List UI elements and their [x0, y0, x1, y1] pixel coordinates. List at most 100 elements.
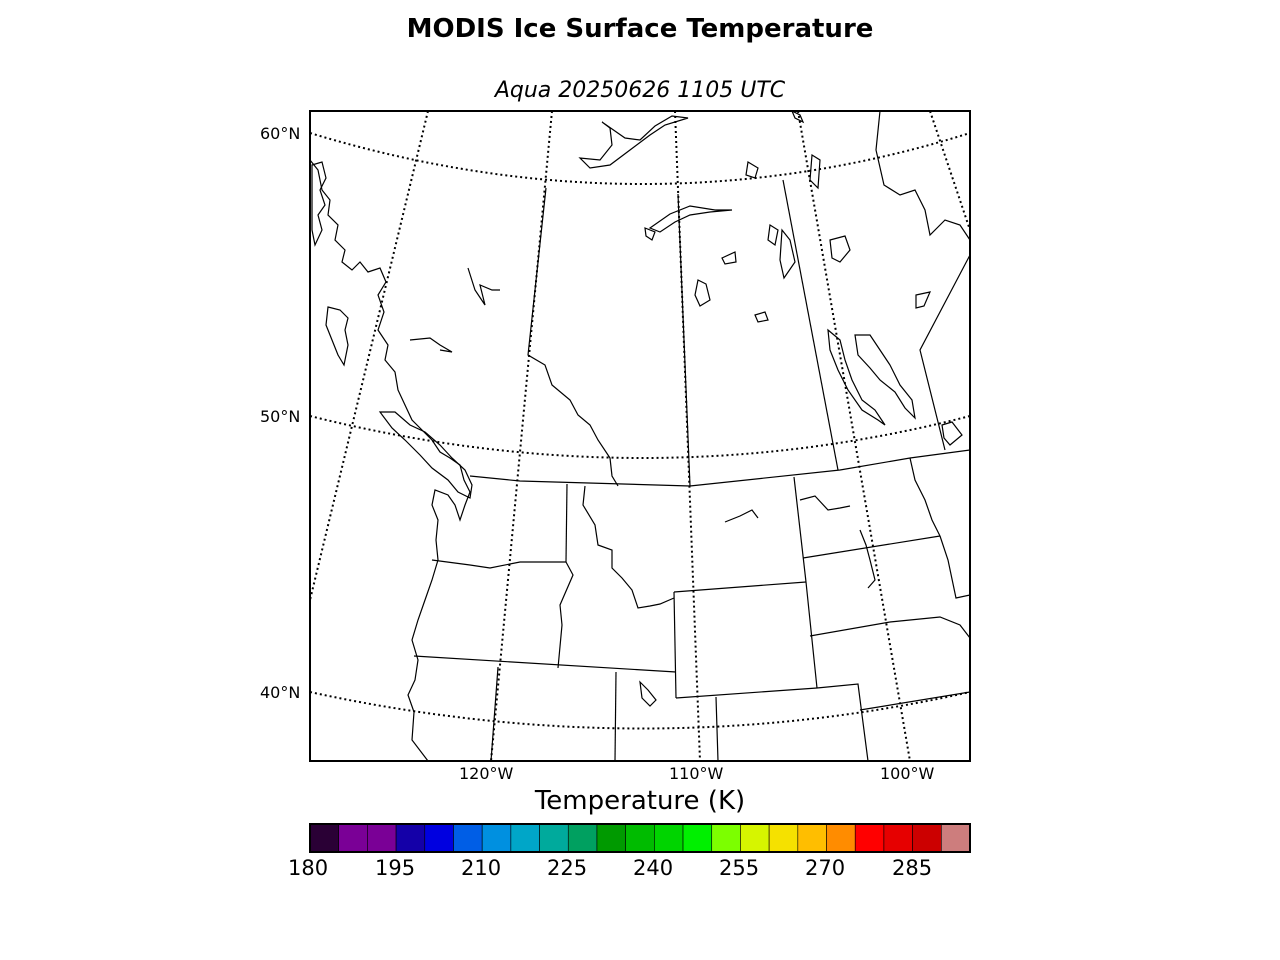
parallel-40n — [310, 691, 970, 730]
lake-small-9 — [409, 337, 453, 353]
lake-small-4 — [754, 311, 769, 323]
lake-sakakawea — [799, 495, 851, 511]
or-ca-nv-border — [413, 655, 677, 673]
fort-peck-lake — [724, 509, 759, 523]
lake-small-2 — [721, 251, 737, 265]
colorbar-segment — [510, 823, 540, 853]
colorbar-frame — [309, 823, 971, 853]
colorbar-segment — [309, 823, 339, 853]
lake-winnipegosis — [827, 328, 886, 426]
colorbar-segment — [539, 823, 569, 853]
mb-on-border — [919, 254, 970, 451]
colorbar-segment — [797, 823, 827, 853]
colorbar-title: Temperature (K) — [534, 786, 746, 816]
colorbar-tick-180: 180 — [288, 856, 329, 880]
colorbar-segment — [424, 823, 454, 853]
ab-sk-border — [677, 193, 691, 487]
vancouver-island — [378, 411, 473, 499]
nv-ut-border — [614, 671, 617, 761]
meridian-90w — [929, 111, 970, 231]
colorbar-segment — [481, 823, 512, 853]
colorbar-segment — [338, 823, 368, 853]
mt-nd-border — [793, 476, 807, 583]
colorbar-segment — [395, 823, 426, 853]
ut-co-border — [715, 696, 719, 761]
reindeer-lake — [779, 228, 796, 280]
colorbar-segment — [768, 823, 799, 853]
mt-wy-border — [673, 581, 807, 593]
meridian-130w — [310, 111, 429, 601]
lake-small-7 — [809, 153, 821, 190]
parallel-60n — [310, 132, 970, 185]
sd-mn-border — [939, 535, 970, 599]
us-canada-border — [469, 449, 970, 487]
colorbar-segment — [367, 823, 397, 853]
lat-label-60: 60°N — [260, 124, 301, 143]
colorbar-segment — [826, 823, 856, 853]
lake-small-6 — [745, 161, 759, 179]
lat-label-40: 40°N — [260, 683, 301, 702]
sk-mb-border — [782, 179, 839, 471]
colorbar-tick-210: 210 — [461, 856, 502, 880]
lon-label-110: 110°W — [669, 764, 724, 783]
ca-nv-border — [490, 666, 499, 761]
or-id-border — [557, 561, 574, 669]
nd-mn-border — [909, 457, 941, 537]
hudson-bay-coast — [875, 111, 970, 241]
map-frame — [309, 110, 971, 762]
wy-south — [675, 687, 818, 699]
panhandle-islands — [311, 161, 327, 247]
colorbar-tick-285: 285 — [892, 856, 933, 880]
meridian-120w — [490, 111, 553, 761]
lake-small-3 — [694, 279, 711, 307]
haida-gwaii — [325, 306, 349, 367]
wy-east — [805, 581, 818, 689]
wa-id-border — [565, 483, 568, 563]
lake-athabasca — [648, 205, 733, 233]
lat-label-50: 50°N — [260, 407, 301, 426]
colorbar-segment — [883, 823, 913, 853]
sd-ne-border — [809, 616, 970, 639]
lon-label-120: 120°W — [459, 764, 514, 783]
colorbar-segment — [682, 823, 713, 853]
chart-title: MODIS Ice Surface Temperature — [406, 14, 874, 44]
lake-small-8 — [915, 291, 932, 309]
colorbar-tick-195: 195 — [375, 856, 416, 880]
parallel-50n — [310, 415, 970, 459]
bc-alberta-border — [527, 187, 619, 487]
colorbar-tick-255: 255 — [719, 856, 760, 880]
lake-small-10 — [644, 227, 656, 241]
lon-label-100: 100°W — [880, 764, 935, 783]
lake-small-1 — [767, 223, 779, 247]
colorbar-segment — [740, 823, 770, 853]
lake-small-11 — [791, 111, 805, 124]
colorbar-segment — [596, 823, 626, 853]
colorbar-segment — [567, 823, 598, 853]
wa-or-border — [431, 559, 566, 569]
lake-of-the-woods — [941, 421, 963, 446]
wy-west — [673, 591, 677, 699]
colorbar-segment — [941, 823, 971, 853]
great-slave-lake — [578, 115, 689, 169]
colorbar-segment — [912, 823, 942, 853]
ne-ks-border — [859, 691, 970, 711]
colorbar-tick-240: 240 — [633, 856, 674, 880]
colorbar-tick-225: 225 — [547, 856, 588, 880]
pacific-coastline — [310, 159, 471, 761]
lake-small-5 — [829, 235, 851, 263]
id-mt-border — [582, 485, 675, 609]
great-salt-lake — [639, 680, 657, 707]
colorbar-segment — [453, 823, 483, 853]
chart-subtitle: Aqua 20250626 1105 UTC — [494, 78, 786, 103]
colorbar-segment — [625, 823, 655, 853]
missouri-river-sd — [859, 529, 876, 589]
colorbar-segment — [854, 823, 885, 853]
colorbar — [309, 823, 971, 853]
nd-sd-border — [802, 535, 941, 559]
lake-winnipeg — [854, 334, 916, 420]
williston-lake — [467, 267, 500, 306]
co-ks-border — [816, 683, 869, 761]
colorbar-segment — [654, 823, 684, 853]
colorbar-tick-270: 270 — [805, 856, 846, 880]
